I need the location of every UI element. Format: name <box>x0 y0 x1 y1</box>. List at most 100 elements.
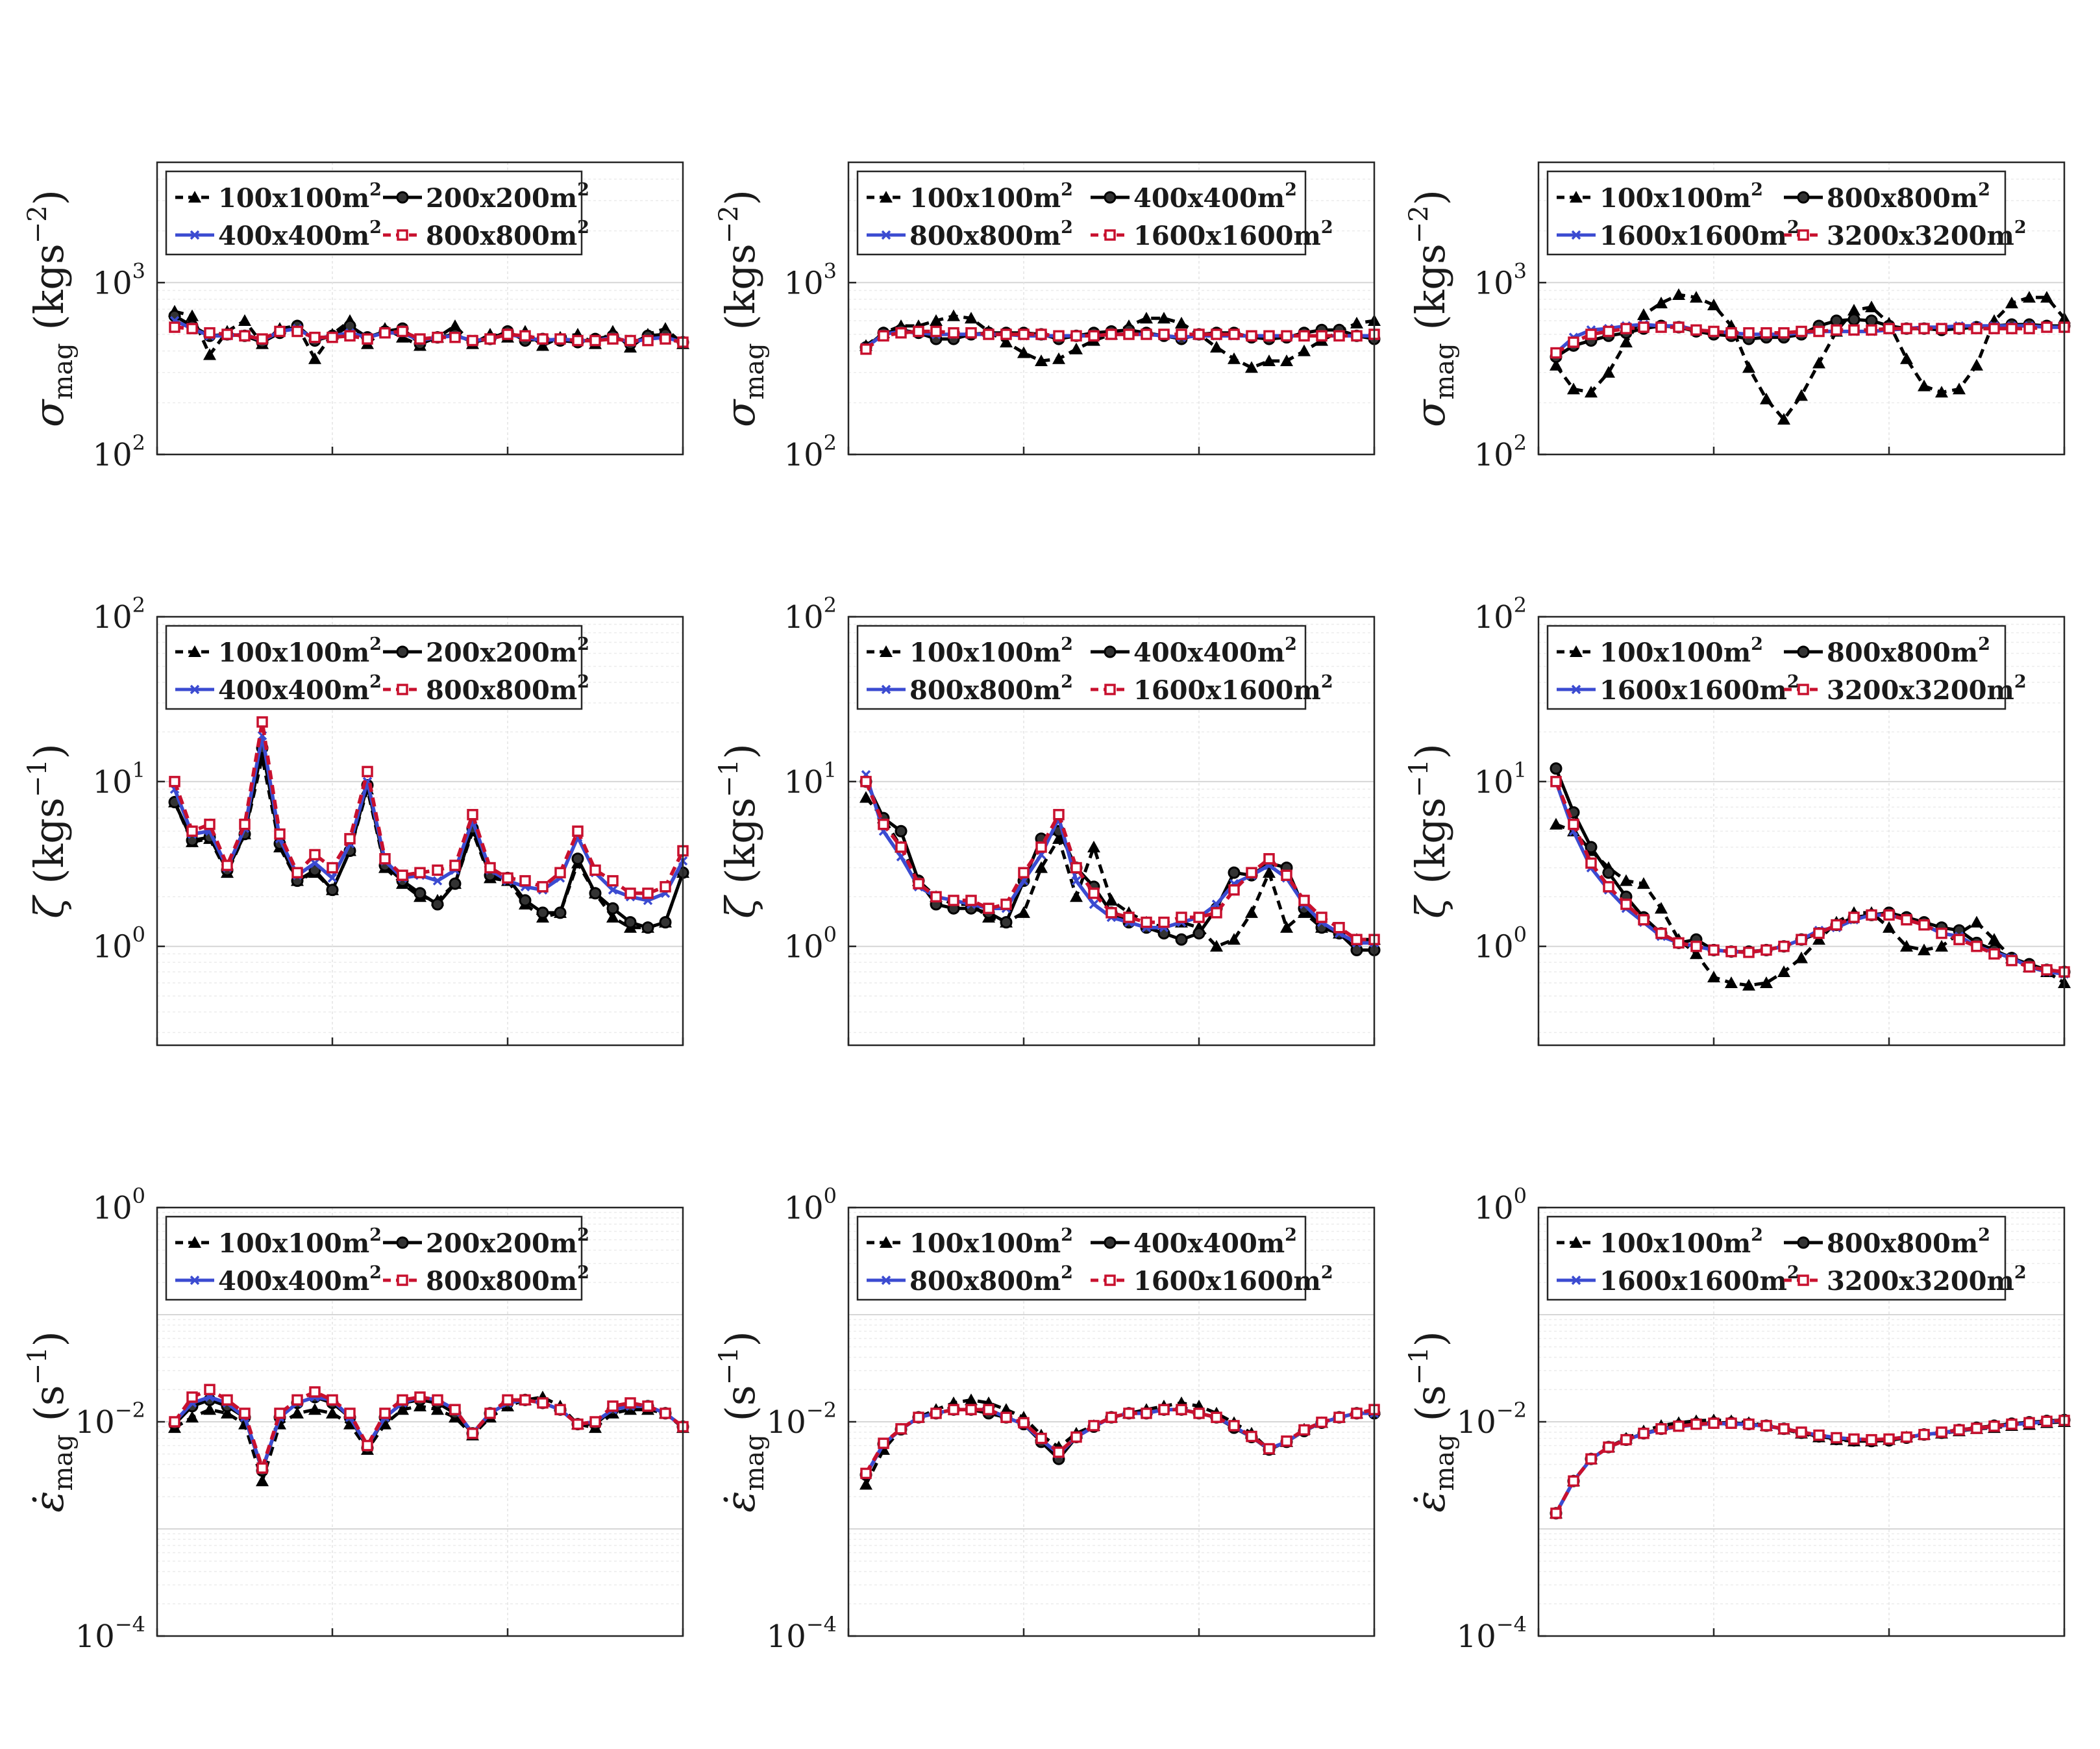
legend: 100x100m2 200x200m2 400x400m2 800x800m2 <box>165 170 589 256</box>
cross-stroke <box>327 873 338 883</box>
data-point-square <box>1246 330 1257 342</box>
data-point-square <box>1638 321 1649 333</box>
data-point-square <box>414 333 426 345</box>
data-point-triangle <box>2005 296 2018 308</box>
panel-i: 10−4 10−2 100 ε̇mag (s−1) 100x100m2 800x800m2… <box>1404 1184 2071 1655</box>
data-point-square <box>660 881 671 893</box>
data-point-square <box>537 333 549 345</box>
data-point-square <box>327 1394 338 1406</box>
data-point-square <box>204 1383 216 1396</box>
panel-b: 102 103 σmag (kgs−2) 100x100m2 400x400m2 800x… <box>714 161 1381 473</box>
legend-label: 100x100m2 <box>909 1225 1073 1259</box>
data-point-square <box>1281 869 1292 881</box>
data-point-square <box>1690 324 1702 336</box>
data-point-square <box>1603 325 1614 338</box>
legend-item-2: 200x200m2 <box>383 634 589 668</box>
data-point-square <box>467 809 478 821</box>
data-point-square <box>860 776 872 788</box>
data-point-square <box>1866 1433 1877 1446</box>
y-tick-label: 102 <box>93 430 145 473</box>
data-point-cross <box>327 873 338 883</box>
data-point-square <box>1568 1475 1579 1487</box>
legend-item-1: 100x100m2 <box>1557 180 1763 214</box>
legend: 100x100m2 400x400m2 800x800m2 1600x1600m2 <box>856 170 1333 256</box>
data-point-square <box>1778 327 1790 339</box>
legend-label: 100x100m2 <box>1600 180 1763 214</box>
legend-label: 800x800m2 <box>426 672 589 706</box>
data-point-triangle <box>203 348 216 360</box>
data-point-square <box>309 1386 321 1398</box>
data-point-square <box>1813 325 1825 338</box>
data-point-square <box>1725 327 1737 339</box>
data-point-square <box>860 1467 872 1480</box>
panel-g: 10−4 10−2 100 ε̇mag (s−1) 100x100m2 200x200m2… <box>23 1184 689 1655</box>
data-point-square <box>221 860 233 871</box>
data-point-triangle <box>1865 301 1878 313</box>
data-point-triangle <box>1918 379 1931 391</box>
data-point-triangle <box>1777 965 1790 978</box>
data-point-square <box>1725 945 1737 958</box>
data-point-square <box>1053 1446 1065 1458</box>
data-point-circle <box>589 887 602 900</box>
data-point-triangle <box>1157 312 1170 324</box>
data-point-square <box>432 1394 443 1406</box>
legend-label: 400x400m2 <box>218 217 382 251</box>
data-point-square <box>239 330 251 342</box>
data-point-square <box>1211 329 1222 340</box>
data-point-square <box>1585 329 1597 340</box>
data-point-triangle <box>1070 342 1083 354</box>
series-group <box>1550 762 2071 991</box>
data-point-circle <box>624 916 637 929</box>
data-point-square <box>1000 899 1012 910</box>
data-point-circle <box>1000 916 1013 929</box>
data-point-square <box>1620 323 1632 334</box>
data-point-square <box>1620 1433 1632 1446</box>
data-point-square <box>1333 330 1345 342</box>
data-point-circle <box>519 894 532 907</box>
data-point-square <box>1550 1507 1562 1519</box>
data-point-square <box>1760 1420 1772 1432</box>
data-point-triangle <box>1210 341 1223 353</box>
data-point-triangle <box>1760 976 1773 989</box>
data-point-square <box>1796 934 1807 945</box>
legend-marker-cross <box>1571 230 1581 240</box>
data-point-cross <box>310 858 320 868</box>
data-point-square <box>1988 1420 2000 1432</box>
data-point-square <box>2023 1417 2035 1429</box>
legend-item-2: 200x200m2 <box>383 180 589 214</box>
data-point-triangle <box>1795 389 1808 401</box>
legend-marker-triangle <box>188 1236 201 1248</box>
data-point-square <box>169 321 180 333</box>
data-point-square <box>484 862 496 874</box>
data-point-square <box>1351 1408 1363 1419</box>
data-point-triangle <box>930 314 943 327</box>
data-point-square <box>1053 330 1065 342</box>
data-point-square <box>948 895 959 906</box>
data-point-square <box>1883 323 1895 334</box>
y-tick-label: 10−2 <box>1457 1398 1527 1441</box>
legend-item-3: 1600x1600m2 <box>1557 217 1799 251</box>
data-point-square <box>309 849 321 861</box>
data-point-square <box>256 1462 268 1474</box>
data-point-triangle <box>186 309 199 321</box>
legend-item-2: 400x400m2 <box>1091 1225 1297 1259</box>
data-point-circle <box>1192 927 1205 940</box>
data-point-square <box>1936 1426 1947 1438</box>
data-point-square <box>1193 912 1205 923</box>
y-tick-label: 101 <box>784 758 837 800</box>
legend-box <box>856 625 1307 710</box>
data-point-square <box>624 334 636 347</box>
legend-label: 1600x1600m2 <box>1133 672 1333 706</box>
data-point-cross <box>1089 899 1099 910</box>
data-point-square <box>274 1408 286 1419</box>
data-point-square <box>1263 1443 1275 1455</box>
data-point-square <box>1211 907 1222 919</box>
data-point-square <box>186 825 198 837</box>
data-point-square <box>1281 1435 1292 1447</box>
data-point-square <box>186 1391 198 1403</box>
data-point-square <box>1760 944 1772 956</box>
data-point-square <box>1550 347 1562 359</box>
data-point-triangle <box>1263 866 1276 878</box>
cross-stroke <box>432 876 443 886</box>
